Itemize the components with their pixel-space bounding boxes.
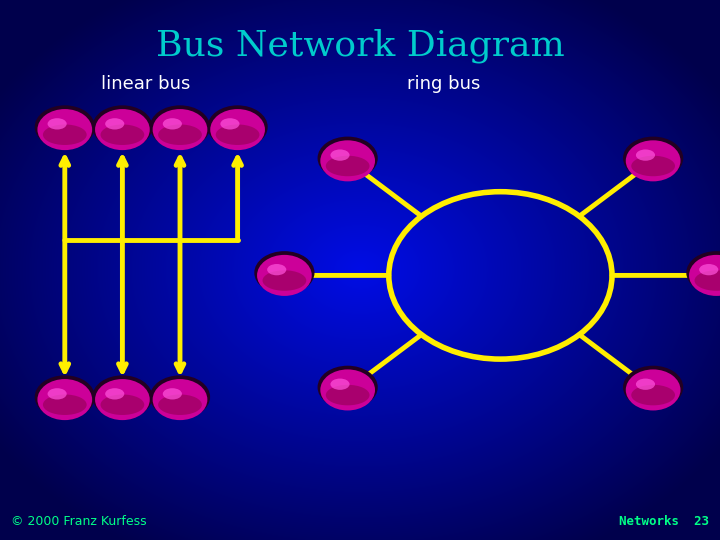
Text: Networks  23: Networks 23 [619,515,709,528]
Ellipse shape [92,105,153,148]
Ellipse shape [695,271,720,291]
Text: © 2000 Franz Kurfess: © 2000 Franz Kurfess [11,515,146,528]
Ellipse shape [105,388,125,400]
Ellipse shape [150,105,210,148]
Ellipse shape [158,394,202,415]
Ellipse shape [95,379,150,420]
Ellipse shape [623,366,683,409]
Ellipse shape [325,385,369,406]
Ellipse shape [631,156,675,176]
Text: linear bus: linear bus [101,75,190,93]
Ellipse shape [220,118,240,130]
Ellipse shape [105,118,125,130]
Ellipse shape [636,379,655,390]
Ellipse shape [35,375,95,418]
Ellipse shape [254,251,315,294]
Ellipse shape [318,366,378,409]
Ellipse shape [43,394,86,415]
Ellipse shape [158,124,202,145]
Ellipse shape [631,385,675,406]
Ellipse shape [689,255,720,296]
Ellipse shape [101,394,144,415]
Ellipse shape [623,137,683,180]
Ellipse shape [210,109,265,150]
Ellipse shape [330,379,350,390]
Ellipse shape [686,251,720,294]
Ellipse shape [48,388,67,400]
Ellipse shape [163,118,182,130]
Ellipse shape [636,150,655,161]
Ellipse shape [320,369,375,410]
Ellipse shape [37,109,92,150]
Ellipse shape [101,124,144,145]
Ellipse shape [150,375,210,418]
Ellipse shape [35,105,95,148]
Ellipse shape [325,156,369,176]
Ellipse shape [626,140,680,181]
Ellipse shape [216,124,259,145]
Text: Bus Network Diagram: Bus Network Diagram [156,29,564,63]
Ellipse shape [153,379,207,420]
Ellipse shape [257,255,312,296]
Ellipse shape [318,137,378,180]
Text: ring bus: ring bus [407,75,480,93]
Ellipse shape [207,105,268,148]
Ellipse shape [48,118,67,130]
Ellipse shape [699,264,719,275]
Ellipse shape [92,375,153,418]
Ellipse shape [163,388,182,400]
Ellipse shape [153,109,207,150]
Ellipse shape [330,150,350,161]
Ellipse shape [320,140,375,181]
Ellipse shape [263,270,306,291]
Ellipse shape [626,369,680,410]
Ellipse shape [95,109,150,150]
Ellipse shape [267,264,287,275]
Ellipse shape [43,124,86,145]
Ellipse shape [37,379,92,420]
